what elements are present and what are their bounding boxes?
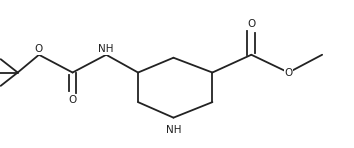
Text: NH: NH [166, 125, 181, 135]
Text: NH: NH [98, 44, 114, 54]
Text: O: O [35, 44, 43, 54]
Text: O: O [284, 67, 293, 78]
Text: O: O [68, 95, 77, 106]
Text: O: O [247, 19, 256, 29]
